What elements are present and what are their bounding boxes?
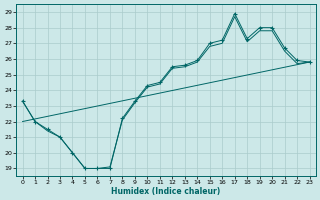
X-axis label: Humidex (Indice chaleur): Humidex (Indice chaleur) [111,187,221,196]
